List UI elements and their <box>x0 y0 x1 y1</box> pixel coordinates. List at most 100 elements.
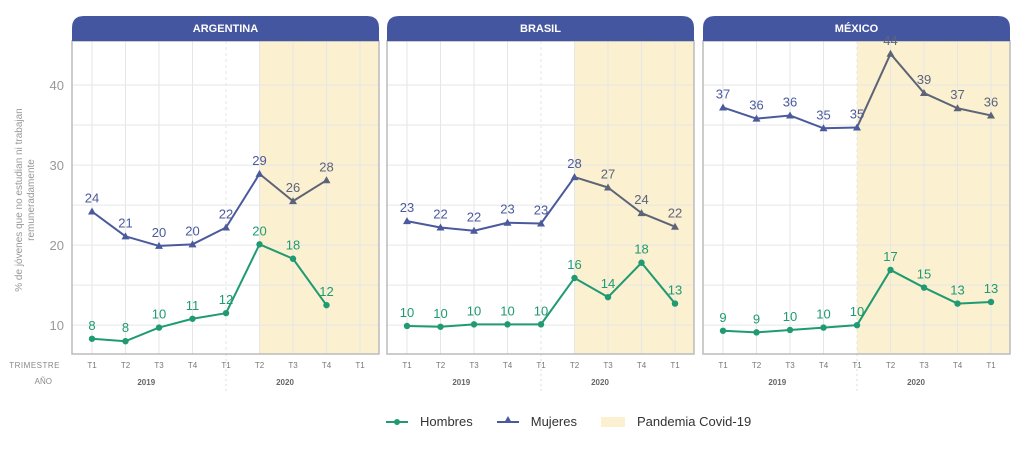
y-tick-label: 30 <box>50 158 64 173</box>
hombres-point <box>88 335 96 342</box>
hombres-data-label: 9 <box>753 311 760 326</box>
y-axis-label-line1: % de jóvenes que no estudian ni trabajan <box>14 108 25 291</box>
mujeres-point <box>403 217 411 225</box>
hombres-point <box>537 321 545 328</box>
hombres-line-segment <box>890 269 925 289</box>
hombres-point <box>920 284 928 291</box>
hombres-data-label: 11 <box>186 298 200 313</box>
x-tick-quarter: T1 <box>718 361 728 370</box>
mujeres-data-label: 35 <box>816 107 830 122</box>
hombres-line-segment <box>259 243 294 260</box>
mujeres-line-segment <box>889 53 925 94</box>
hombres-point <box>604 293 612 301</box>
x-tick-quarter: T1 <box>986 361 996 370</box>
legend: Hombres Mujeres Pandemia Covid-19 <box>386 414 775 429</box>
x-year-label: 2019 <box>768 378 786 387</box>
mujeres-point <box>886 49 895 57</box>
mujeres-data-label: 36 <box>984 94 998 109</box>
mujeres-line-segment <box>957 107 992 117</box>
legend-hombres: Hombres <box>386 414 473 429</box>
hombres-data-label: 12 <box>219 292 233 307</box>
panel-header <box>72 16 379 41</box>
mujeres-data-label: 24 <box>634 192 648 207</box>
mujeres-point <box>436 223 445 231</box>
hombres-line-segment <box>125 326 160 343</box>
panel-header <box>703 16 1010 41</box>
x-tick-quarter: T2 <box>436 361 446 370</box>
y-tick-label: 10 <box>50 318 64 333</box>
hombres-point <box>638 259 645 266</box>
mujeres-data-label: 39 <box>917 72 931 87</box>
x-tick-quarter: T1 <box>670 361 680 370</box>
hombres-point <box>987 298 995 306</box>
hombres-data-label: 10 <box>816 307 830 322</box>
hombres-data-label: 16 <box>567 257 581 272</box>
hombres-data-label: 17 <box>883 249 897 264</box>
mujeres-data-label: 26 <box>286 180 300 195</box>
x-year-label: 2019 <box>452 378 470 387</box>
legend-pandemia: Pandemia Covid-19 <box>601 414 751 429</box>
mujeres-data-label: 24 <box>85 191 99 206</box>
hombres-data-label: 18 <box>286 238 300 253</box>
hombres-point <box>122 337 129 345</box>
mujeres-line-segment <box>923 92 958 110</box>
hombres-data-label: 10 <box>467 303 481 318</box>
mujeres-data-label: 29 <box>252 153 266 168</box>
mujeres-line-segment <box>607 186 643 214</box>
legend-mujeres: Mujeres <box>496 414 577 429</box>
hombres-data-label: 10 <box>152 307 166 322</box>
mujeres-point <box>786 111 794 119</box>
x-tick-quarter: T2 <box>255 361 265 370</box>
mujeres-marker-icon <box>496 415 519 423</box>
hombres-line-segment <box>225 243 261 314</box>
hombres-data-label: 15 <box>917 267 931 282</box>
panel-title: ARGENTINA <box>193 23 258 35</box>
x-tick-quarter: T4 <box>322 361 332 370</box>
mujeres-point <box>637 209 646 217</box>
hombres-line-segment <box>406 324 441 328</box>
hombres-data-label: 8 <box>122 320 129 335</box>
hombres-line-segment <box>756 328 791 334</box>
hombres-line-segment <box>91 337 126 343</box>
mujeres-data-label: 36 <box>783 94 797 109</box>
mujeres-line-segment <box>574 176 609 189</box>
pandemic-shade <box>259 41 379 354</box>
panel-title: MÉXICO <box>835 22 879 35</box>
x-tick-quarter: T3 <box>154 361 164 370</box>
hombres-line-segment <box>540 277 576 325</box>
hombres-point <box>289 255 297 262</box>
hombres-line-segment <box>192 312 227 320</box>
hombres-data-label: 8 <box>88 318 95 333</box>
pandemic-shade <box>857 41 1010 354</box>
mujeres-point <box>953 104 962 112</box>
row-label-trimestre: TRIMESTRE <box>9 361 60 370</box>
mujeres-line-segment <box>856 53 892 128</box>
mujeres-line-segment <box>789 114 824 130</box>
hombres-point <box>954 300 961 307</box>
x-tick-quarter: T4 <box>188 361 198 370</box>
x-year-label: 2020 <box>276 378 294 387</box>
hombres-data-label: 10 <box>783 309 797 324</box>
mujeres-data-label: 37 <box>950 87 964 102</box>
hombres-data-label: 10 <box>850 304 864 319</box>
hombres-data-label: 13 <box>668 283 682 298</box>
hombres-line-segment <box>640 262 676 305</box>
hombres-point <box>155 324 163 331</box>
y-axis-label-line2: remuneradamente <box>26 159 37 241</box>
y-tick-label: 40 <box>50 78 64 93</box>
mujeres-line-segment <box>158 243 193 247</box>
pandemia-swatch <box>601 416 625 427</box>
mujeres-point <box>121 232 130 240</box>
mujeres-data-label: 23 <box>500 202 514 217</box>
mujeres-data-label: 37 <box>716 86 730 101</box>
mujeres-line-segment <box>722 106 757 120</box>
x-tick-quarter: T3 <box>603 361 613 370</box>
x-year-label: 2020 <box>907 378 925 387</box>
mujeres-point <box>88 207 96 215</box>
mujeres-point <box>222 223 230 231</box>
x-tick-quarter: T4 <box>503 361 513 370</box>
x-tick-quarter: T1 <box>355 361 365 370</box>
hombres-point <box>571 274 578 282</box>
legend-mujeres-label: Mujeres <box>530 414 577 429</box>
hombres-point <box>504 321 511 328</box>
